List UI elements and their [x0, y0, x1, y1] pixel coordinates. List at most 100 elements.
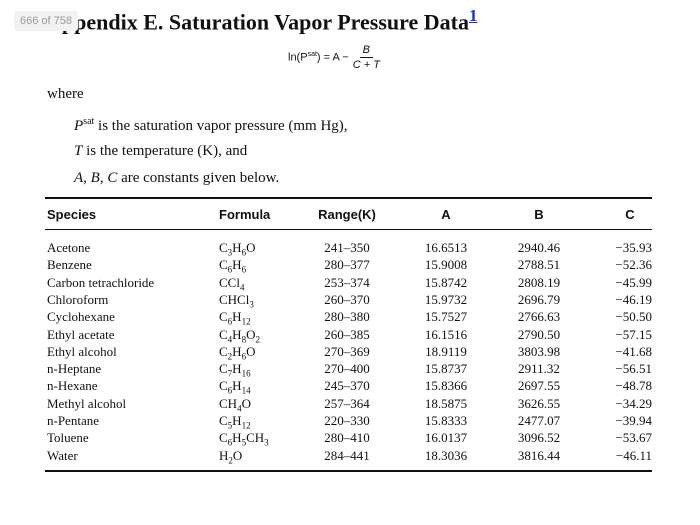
table-cell: 284–441: [324, 447, 370, 463]
table-cell: 2766.63: [517, 309, 561, 325]
table-cell: Toluene: [47, 430, 89, 446]
table-cell: 2477.07: [517, 413, 561, 428]
table-cell: 15.9732: [424, 291, 468, 307]
table-cell: −53.67: [615, 430, 652, 446]
formula: C6H6: [219, 257, 247, 275]
column-header: Formula: [219, 207, 271, 222]
table-cell: −48.78: [615, 378, 652, 394]
table-cell: 16.0137: [424, 430, 468, 446]
formula: C2H6O: [219, 343, 256, 362]
sup: sat: [83, 116, 95, 127]
table-cell: 16.6513: [424, 240, 468, 255]
formula: C5H12: [219, 413, 251, 431]
formula: C7H16: [219, 361, 251, 379]
text: is the temperature (K), and: [82, 143, 248, 159]
table-cell: 241–350: [324, 240, 370, 255]
table-cell: 2790.50: [517, 326, 561, 342]
table-cell: Cyclohexane: [47, 309, 115, 325]
table-cell: Acetone: [47, 240, 91, 255]
table-cell: 18.9119: [425, 343, 467, 359]
table-cell: Water: [47, 447, 78, 463]
table-cell: 15.8737: [424, 361, 468, 377]
table-cell: 2696.79: [517, 291, 561, 307]
text: are constants given below.: [117, 170, 280, 186]
table-cell: −46.19: [615, 291, 652, 307]
table-cell: −57.15: [615, 326, 652, 342]
page-badge: 666 of 758: [14, 11, 78, 31]
formula: C6H14: [219, 378, 251, 396]
table-cell: 2808.19: [517, 274, 561, 290]
column-header: B: [534, 207, 544, 222]
formula: CCl4: [219, 274, 245, 293]
symbol: P: [74, 118, 84, 134]
symbol: T: [74, 143, 83, 159]
table-cell: −56.51: [615, 361, 652, 377]
table-cell: 260–370: [324, 291, 370, 307]
column-header: A: [441, 207, 451, 222]
table-cell: −45.99: [615, 274, 652, 290]
table-cell: 280–377: [324, 257, 370, 273]
formula: H2O: [219, 447, 243, 466]
table-cell: 253–374: [324, 274, 370, 290]
where-line: T is the temperature (K), and: [74, 143, 247, 160]
denominator: C + T: [352, 59, 380, 71]
table-cell: 280–410: [324, 430, 370, 446]
table-cell: 3816.44: [517, 447, 561, 463]
table-cell: 260–385: [324, 326, 370, 342]
where-line: A, B, C are constants given below.: [74, 170, 279, 187]
table-cell: 3626.55: [517, 395, 561, 411]
table-cell: −41.68: [615, 343, 652, 359]
table-cell: Methyl alcohol: [47, 395, 127, 411]
table-cell: Ethyl alcohol: [47, 343, 117, 359]
table: Species Formula Range(K) A B C Acetone C3H6O 24…: [45, 197, 652, 472]
symbol: A, B, C: [74, 170, 118, 186]
table-cell: Ethyl acetate: [47, 326, 115, 342]
table-cell: 2940.46: [517, 240, 561, 255]
header-row: Species Formula Range(K) A B C: [45, 199, 652, 230]
formula: CH4O: [219, 395, 251, 414]
title: Appendix E. Saturation Vapor Pressure Da…: [46, 6, 477, 35]
table-cell: 270–400: [324, 361, 370, 377]
table-cell: 15.8333: [424, 413, 468, 428]
table-cell: −34.29: [615, 395, 652, 411]
table-cell: 2788.51: [517, 257, 561, 273]
formula: C6H5CH3: [219, 430, 269, 448]
table-cell: 15.8742: [424, 274, 468, 290]
table-cell: 280–380: [324, 309, 370, 325]
numerator: B: [359, 44, 373, 58]
table-cell: 3803.98: [517, 343, 561, 359]
table-cell: 245–370: [324, 378, 370, 394]
table-cell: 18.5875: [424, 395, 468, 411]
table-cell: n-Pentane: [47, 413, 99, 428]
formula: CHCl3: [219, 291, 254, 310]
table-body: Acetone C3H6O 241–350 16.6513 2940.46 −35.93 B…: [45, 230, 652, 470]
table-cell: −52.36: [615, 257, 652, 273]
footnote-link[interactable]: 1: [468, 6, 478, 25]
table-cell: 220–330: [324, 413, 370, 428]
table-cell: 3096.52: [517, 430, 561, 446]
formula: C4H8O2: [219, 326, 260, 345]
table-cell: 15.9008: [424, 257, 468, 273]
table-cell: 270–369: [324, 343, 370, 359]
table-cell: n-Heptane: [47, 361, 102, 377]
table-cell: 16.1516: [424, 326, 468, 342]
where-line: Psat is the saturation vapor pressure (m…: [74, 116, 348, 135]
column-header: Species: [47, 207, 97, 222]
column-header: C: [625, 207, 635, 222]
table-cell: −46.11: [615, 447, 652, 463]
formula: C6H12: [219, 309, 251, 327]
equation-lhs: ln(Psat) = A −: [288, 51, 349, 64]
table-cell: 257–364: [324, 395, 370, 411]
table-cell: −50.50: [615, 309, 652, 325]
text: is the saturation vapor pressure (mm Hg)…: [94, 118, 348, 134]
title-text: Appendix E. Saturation Vapor Pressure Da…: [46, 9, 469, 35]
table-cell: −35.93: [615, 240, 652, 255]
eq-text: ) = A −: [316, 51, 349, 64]
eq-sup: sat: [307, 51, 317, 59]
eq-text: ln(P: [288, 51, 308, 64]
where-intro: where: [47, 86, 84, 102]
table-cell: Benzene: [47, 257, 92, 273]
